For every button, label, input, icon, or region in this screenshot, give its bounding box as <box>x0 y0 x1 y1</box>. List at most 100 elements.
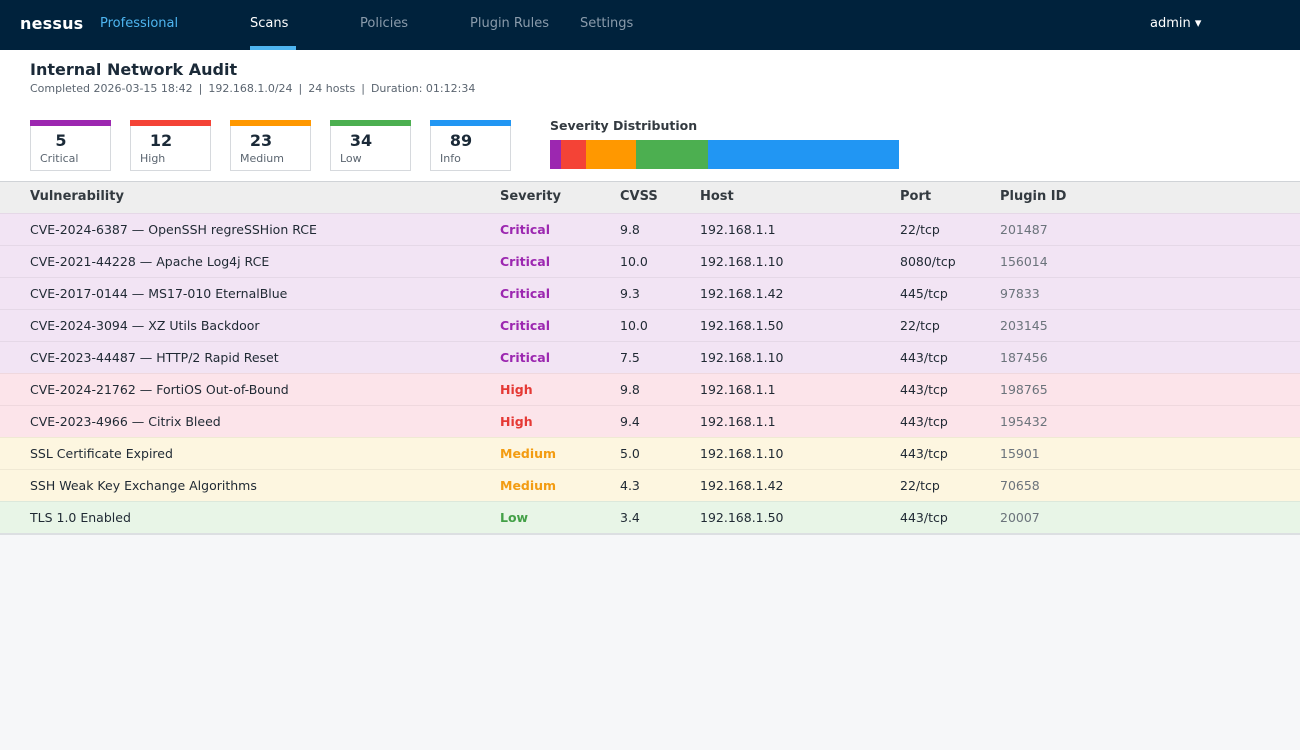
column-header-cvss[interactable]: CVSS <box>620 189 658 204</box>
severity-card-info[interactable]: 89 Info <box>430 120 511 171</box>
column-header-port[interactable]: Port <box>900 189 932 204</box>
severity-cell: Critical <box>500 318 551 333</box>
active-tab-indicator <box>250 46 296 50</box>
table-row[interactable]: TLS 1.0 Enabled Low 3.4 192.168.1.50 443/tcp… <box>0 501 1300 533</box>
severity-cell: Critical <box>500 286 551 301</box>
port-cell: 443/tcp <box>900 510 948 525</box>
vulnerability-name[interactable]: CVE-2023-44487 — HTTP/2 Rapid Reset <box>30 350 279 365</box>
scan-target: 192.168.1.0/24 <box>208 82 293 95</box>
distribution-segment-high <box>560 140 587 169</box>
plugin-id-cell: 187456 <box>1000 350 1048 365</box>
port-cell: 8080/tcp <box>900 254 956 269</box>
host-cell[interactable]: 192.168.1.10 <box>700 446 784 461</box>
column-header-host[interactable]: Host <box>700 189 734 204</box>
severity-label: Info <box>440 152 461 165</box>
severity-cell: High <box>500 414 533 429</box>
severity-bar <box>30 120 111 126</box>
distribution-segment-info <box>708 140 899 169</box>
table-row[interactable]: CVE-2023-44487 — HTTP/2 Rapid Reset Criti… <box>0 341 1300 373</box>
port-cell: 443/tcp <box>900 382 948 397</box>
brand-logo[interactable]: nessus <box>20 14 84 33</box>
plugin-id-cell: 15901 <box>1000 446 1040 461</box>
vulnerability-name[interactable]: CVE-2023-4966 — Citrix Bleed <box>30 414 221 429</box>
plugin-id-cell: 156014 <box>1000 254 1048 269</box>
vulnerability-name[interactable]: SSL Certificate Expired <box>30 446 173 461</box>
port-cell: 22/tcp <box>900 478 940 493</box>
severity-card-low[interactable]: 34 Low <box>330 120 411 171</box>
port-cell: 22/tcp <box>900 318 940 333</box>
table-divider <box>0 533 1300 535</box>
tab-settings[interactable]: Settings <box>580 16 634 31</box>
plugin-id-cell: 203145 <box>1000 318 1048 333</box>
host-cell[interactable]: 192.168.1.50 <box>700 318 784 333</box>
severity-bar <box>330 120 411 126</box>
meta-separator: | <box>298 82 303 95</box>
tab-plugin-rules[interactable]: Plugin Rules <box>470 16 549 31</box>
severity-bar <box>430 120 511 126</box>
plugin-id-cell: 70658 <box>1000 478 1040 493</box>
cvss-cell: 9.8 <box>620 382 640 397</box>
column-header-severity[interactable]: Severity <box>500 189 562 204</box>
severity-label: Low <box>340 152 362 165</box>
meta-separator: | <box>198 82 203 95</box>
scan-completed: Completed 2026-03-15 18:42 <box>30 82 193 95</box>
table-row[interactable]: CVE-2024-3094 — XZ Utils Backdoor Critica… <box>0 309 1300 341</box>
port-cell: 443/tcp <box>900 446 948 461</box>
distribution-segment-medium <box>586 140 636 169</box>
vulnerability-name[interactable]: CVE-2021-44228 — Apache Log4j RCE <box>30 254 270 269</box>
distribution-segment-low <box>635 140 709 169</box>
table-row[interactable]: CVE-2024-6387 — OpenSSH regreSSHion RCE C… <box>0 213 1300 245</box>
tab-policies[interactable]: Policies <box>360 16 409 31</box>
severity-distribution-bar <box>550 140 899 169</box>
scan-summary-panel: Internal Network Audit Completed 2026-03… <box>0 50 1300 181</box>
port-cell: 22/tcp <box>900 222 940 237</box>
severity-cell: Medium <box>500 478 557 493</box>
host-cell[interactable]: 192.168.1.1 <box>700 414 776 429</box>
cvss-cell: 10.0 <box>620 318 648 333</box>
table-row[interactable]: CVE-2023-4966 — Citrix Bleed High 9.4 192.1… <box>0 405 1300 437</box>
port-cell: 445/tcp <box>900 286 948 301</box>
table-row[interactable]: SSH Weak Key Exchange Algorithms Medium 4.… <box>0 469 1300 501</box>
vulnerability-name[interactable]: CVE-2024-3094 — XZ Utils Backdoor <box>30 318 260 333</box>
vulnerability-name[interactable]: CVE-2024-21762 — FortiOS Out-of-Bound <box>30 382 289 397</box>
plugin-id-cell: 201487 <box>1000 222 1048 237</box>
column-header-plugin-id[interactable]: Plugin ID <box>1000 189 1067 204</box>
severity-bar <box>230 120 311 126</box>
vulnerability-name[interactable]: CVE-2017-0144 — MS17-010 EternalBlue <box>30 286 288 301</box>
severity-bar <box>130 120 211 126</box>
severity-count: 12 <box>149 131 173 150</box>
host-cell[interactable]: 192.168.1.10 <box>700 350 784 365</box>
table-row[interactable]: CVE-2024-21762 — FortiOS Out-of-Bound Hig… <box>0 373 1300 405</box>
host-cell[interactable]: 192.168.1.1 <box>700 382 776 397</box>
scan-duration: Duration: 01:12:34 <box>370 82 476 95</box>
host-cell[interactable]: 192.168.1.50 <box>700 510 784 525</box>
cvss-cell: 10.0 <box>620 254 648 269</box>
host-cell[interactable]: 192.168.1.42 <box>700 478 784 493</box>
host-cell[interactable]: 192.168.1.42 <box>700 286 784 301</box>
severity-card-critical[interactable]: 5 Critical <box>30 120 111 171</box>
tab-scans[interactable]: Scans <box>250 16 289 31</box>
meta-separator: | <box>361 82 365 95</box>
severity-label: Critical <box>40 152 79 165</box>
vulnerability-name[interactable]: CVE-2024-6387 — OpenSSH regreSSHion RCE <box>30 222 317 237</box>
severity-cell: Critical <box>500 350 551 365</box>
top-nav: nessus Professional Scans Policies Plugi… <box>0 0 1300 50</box>
table-row[interactable]: CVE-2021-44228 — Apache Log4j RCE Critica… <box>0 245 1300 277</box>
host-cell[interactable]: 192.168.1.1 <box>700 222 776 237</box>
host-cell[interactable]: 192.168.1.10 <box>700 254 784 269</box>
vulnerability-name[interactable]: SSH Weak Key Exchange Algorithms <box>30 478 257 493</box>
severity-card-high[interactable]: 12 High <box>130 120 211 171</box>
column-header-vulnerability[interactable]: Vulnerability <box>30 189 124 204</box>
table-body: CVE-2024-6387 — OpenSSH regreSSHion RCE C… <box>0 213 1300 533</box>
scan-hosts: 24 hosts <box>308 82 356 95</box>
table-header: Vulnerability Severity CVSS Host Port Pl… <box>0 182 1300 213</box>
vulnerability-name[interactable]: TLS 1.0 Enabled <box>30 510 131 525</box>
severity-count: 89 <box>449 131 473 150</box>
table-row[interactable]: SSL Certificate Expired Medium 5.0 192.168.… <box>0 437 1300 469</box>
severity-cell: Low <box>500 510 529 525</box>
edition-label: Professional <box>100 16 179 31</box>
table-row[interactable]: CVE-2017-0144 — MS17-010 EternalBlue Crit… <box>0 277 1300 309</box>
user-menu[interactable]: admin ▾ <box>1150 16 1202 31</box>
distribution-segment-critical <box>550 140 561 169</box>
severity-card-medium[interactable]: 23 Medium <box>230 120 311 171</box>
